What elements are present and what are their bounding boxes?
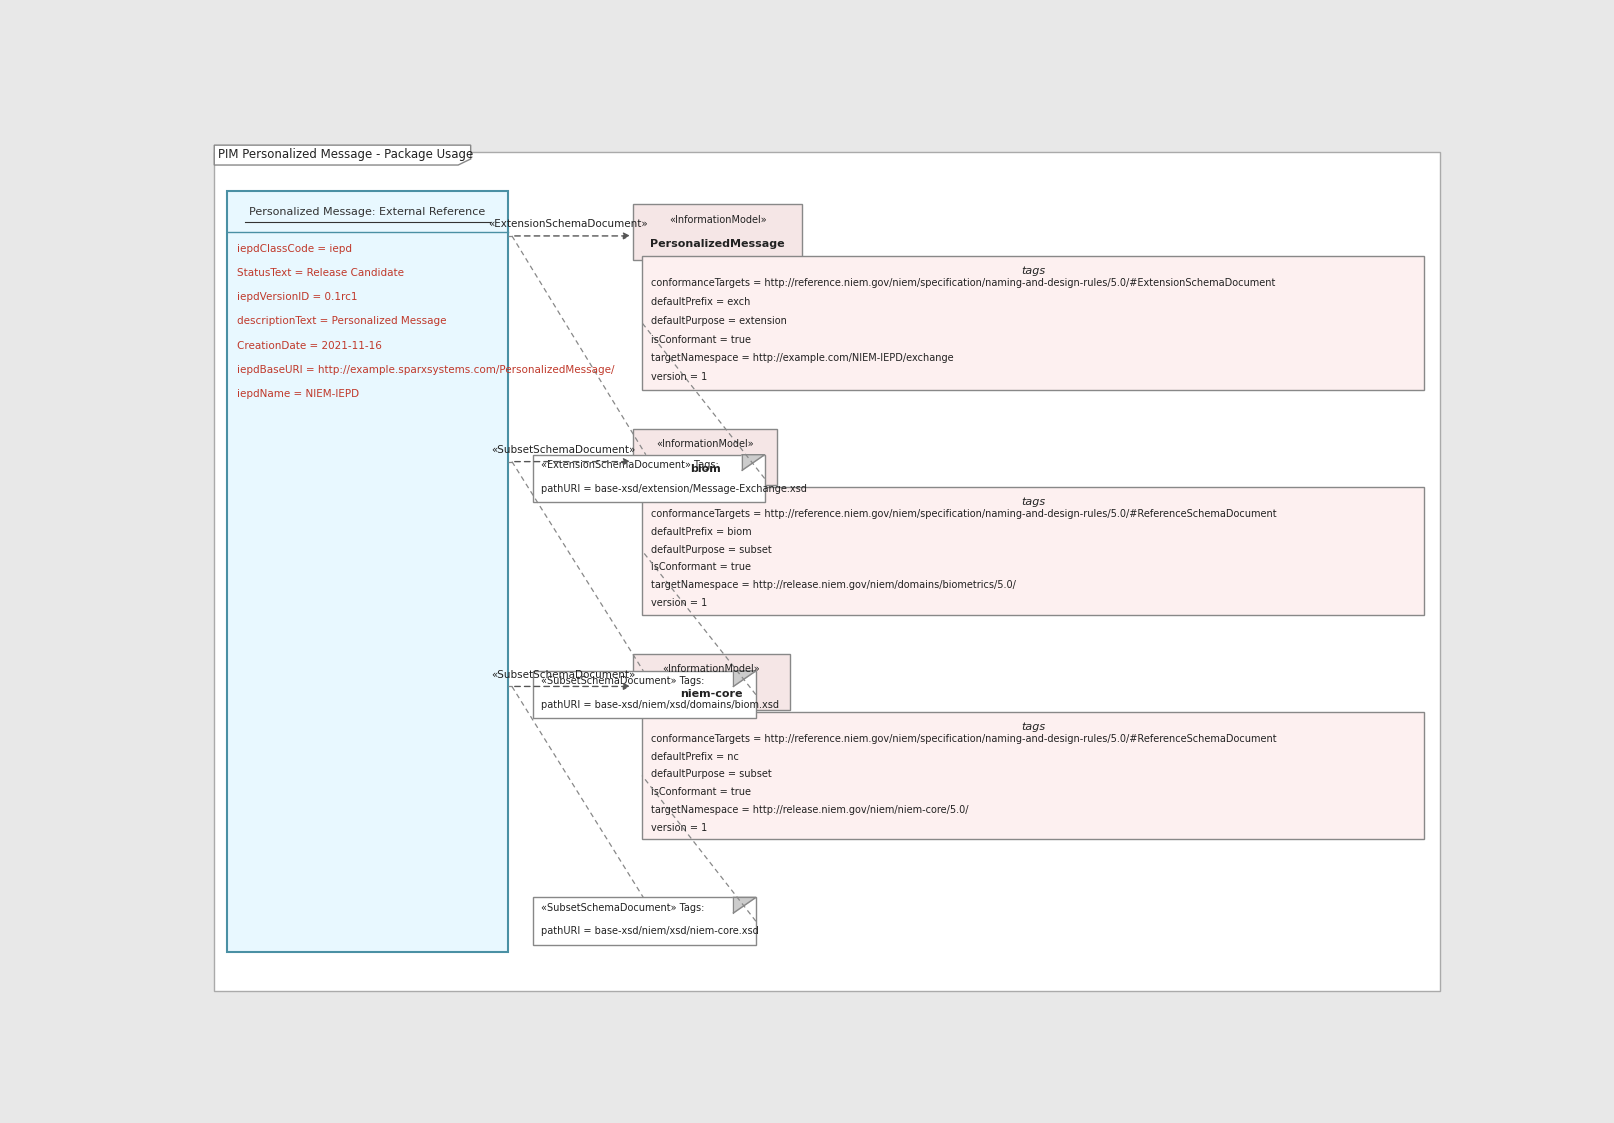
Text: PIM Personalized Message - Package Usage: PIM Personalized Message - Package Usage [218,148,473,161]
Bar [633,429,778,485]
Text: iepdVersionID = 0.1rc1: iepdVersionID = 0.1rc1 [237,292,357,302]
Text: «SubsetSchemaDocument» Tags:: «SubsetSchemaDocument» Tags: [541,903,704,913]
Text: isConformant = true: isConformant = true [650,335,751,345]
Text: tags: tags [1022,266,1044,276]
Text: defaultPurpose = extension: defaultPurpose = extension [650,316,786,326]
Text: «SubsetSchemaDocument»: «SubsetSchemaDocument» [491,669,636,679]
Text: «InformationModel»: «InformationModel» [663,665,760,674]
Text: «ExtensionSchemaDocument» Tags:: «ExtensionSchemaDocument» Tags: [541,460,718,469]
Text: tags: tags [1022,497,1044,508]
Bar [533,670,755,719]
Text: targetNamespace = http://release.niem.gov/niem/domains/biometrics/5.0/: targetNamespace = http://release.niem.go… [650,581,1015,590]
Bar [533,455,765,502]
Text: conformanceTargets = http://reference.niem.gov/niem/specification/naming-and-des: conformanceTargets = http://reference.ni… [650,279,1275,289]
Bar [642,256,1424,390]
Text: pathURI = base-xsd/extension/Message-Exchange.xsd: pathURI = base-xsd/extension/Message-Exc… [541,484,807,494]
Text: CreationDate = 2021-11-16: CreationDate = 2021-11-16 [237,340,381,350]
Text: biom: biom [689,464,720,474]
Text: pathURI = base-xsd/niem/xsd/domains/biom.xsd: pathURI = base-xsd/niem/xsd/domains/biom… [541,700,778,710]
Text: «InformationModel»: «InformationModel» [668,214,767,225]
Polygon shape [733,670,755,686]
Text: PersonalizedMessage: PersonalizedMessage [650,239,784,249]
Text: iepdName = NIEM-IEPD: iepdName = NIEM-IEPD [237,389,358,399]
Text: «ExtensionSchemaDocument»: «ExtensionSchemaDocument» [489,219,649,229]
Bar [642,486,1424,614]
Text: isConformant = true: isConformant = true [650,787,751,797]
Text: «InformationModel»: «InformationModel» [657,439,754,449]
Text: niem-core: niem-core [679,690,742,699]
Text: defaultPurpose = subset: defaultPurpose = subset [650,769,771,779]
Bar [633,654,789,710]
Text: Personalized Message: External Reference: Personalized Message: External Reference [249,207,486,217]
Text: tags: tags [1022,722,1044,732]
Text: version = 1: version = 1 [650,372,707,382]
Polygon shape [733,897,755,913]
Bar [642,712,1424,840]
Polygon shape [215,145,471,165]
Text: isConformant = true: isConformant = true [650,563,751,573]
Text: targetNamespace = http://release.niem.gov/niem/niem-core/5.0/: targetNamespace = http://release.niem.go… [650,805,968,815]
Bar [533,897,755,944]
Text: «SubsetSchemaDocument»: «SubsetSchemaDocument» [491,445,636,455]
Text: iepdBaseURI = http://example.sparxsystems.com/PersonalizedMessage/: iepdBaseURI = http://example.sparxsystem… [237,365,615,375]
Polygon shape [742,455,765,471]
Bar [226,191,508,952]
Text: conformanceTargets = http://reference.niem.gov/niem/specification/naming-and-des: conformanceTargets = http://reference.ni… [650,509,1277,519]
Text: defaultPrefix = exch: defaultPrefix = exch [650,298,751,307]
Text: version = 1: version = 1 [650,597,707,608]
Text: conformanceTargets = http://reference.niem.gov/niem/specification/naming-and-des: conformanceTargets = http://reference.ni… [650,734,1277,745]
Bar [633,204,802,261]
Text: iepdClassCode = iepd: iepdClassCode = iepd [237,244,352,254]
Text: descriptionText = Personalized Message: descriptionText = Personalized Message [237,317,447,327]
Text: version = 1: version = 1 [650,823,707,832]
Text: pathURI = base-xsd/niem/xsd/niem-core.xsd: pathURI = base-xsd/niem/xsd/niem-core.xs… [541,926,759,937]
Text: StatusText = Release Candidate: StatusText = Release Candidate [237,268,404,277]
Text: defaultPrefix = nc: defaultPrefix = nc [650,751,739,761]
Text: defaultPrefix = biom: defaultPrefix = biom [650,527,752,537]
Text: targetNamespace = http://example.com/NIEM-IEPD/exchange: targetNamespace = http://example.com/NIE… [650,354,954,363]
Text: defaultPurpose = subset: defaultPurpose = subset [650,545,771,555]
Text: «SubsetSchemaDocument» Tags:: «SubsetSchemaDocument» Tags: [541,676,704,686]
